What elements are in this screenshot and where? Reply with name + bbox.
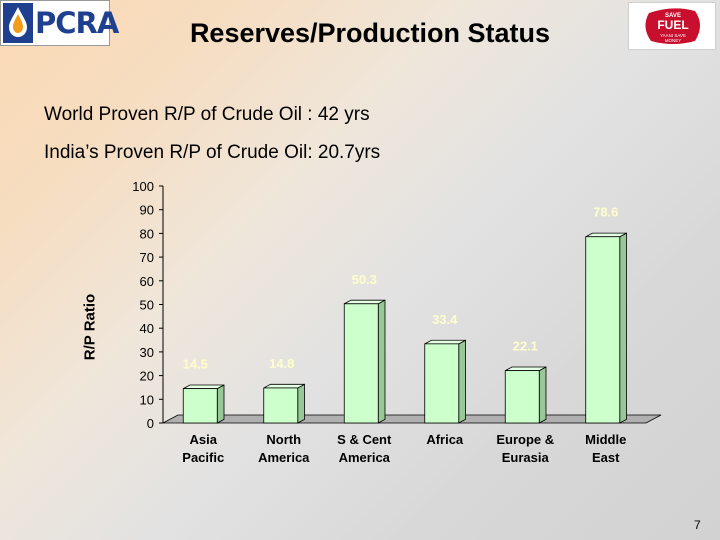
data-label: 14.5 — [183, 357, 208, 372]
bar — [585, 232, 627, 424]
svg-text:YAANI SAVE: YAANI SAVE — [660, 33, 686, 38]
category-label: America — [258, 450, 310, 465]
y-tick-label: 70 — [140, 250, 154, 265]
category-label: S & Cent — [337, 432, 392, 447]
page-number: 7 — [694, 518, 701, 532]
bar — [424, 339, 466, 424]
category-label: East — [592, 450, 620, 465]
category-label: Pacific — [182, 450, 224, 465]
y-tick-label: 60 — [140, 274, 154, 289]
data-label: 33.4 — [432, 312, 458, 327]
bar — [263, 383, 305, 424]
pcra-logo-text: PCRA — [35, 6, 119, 40]
bar — [504, 366, 547, 424]
svg-text:MONEY: MONEY — [665, 38, 682, 43]
y-tick-label: 20 — [140, 369, 154, 384]
y-tick-label: 40 — [140, 321, 154, 336]
category-label: Middle — [585, 432, 626, 447]
y-tick-label: 0 — [147, 416, 154, 431]
data-label: 14.8 — [269, 356, 294, 371]
save-fuel-logo: SAVE FUEL YAANI SAVE MONEY — [628, 2, 716, 50]
y-tick-label: 80 — [140, 226, 154, 241]
category-label: Asia — [190, 432, 218, 447]
oil-drop-icon — [3, 3, 33, 43]
category-label: America — [339, 450, 391, 465]
bar — [343, 299, 386, 424]
y-tick-label: 10 — [140, 392, 154, 407]
category-label: Europe & — [496, 432, 554, 447]
pcra-logo: PCRA — [0, 0, 119, 46]
india-rp-text: India’s Proven R/P of Crude Oil: 20.7yrs — [44, 142, 381, 163]
category-label: Africa — [426, 432, 464, 447]
category-label: North — [266, 432, 301, 447]
data-label: 22.1 — [513, 339, 538, 354]
svg-text:SAVE: SAVE — [665, 13, 681, 19]
world-rp-text: World Proven R/P of Crude Oil : 42 yrs — [44, 104, 370, 125]
svg-text:FUEL: FUEL — [657, 18, 688, 32]
bar — [182, 384, 225, 424]
page-title: Reserves/Production Status — [189, 18, 551, 48]
y-tick-label: 30 — [140, 345, 154, 360]
data-label: 50.3 — [352, 272, 377, 287]
data-label: 78.6 — [593, 205, 618, 220]
category-label: Eurasia — [502, 450, 550, 465]
y-tick-label: 100 — [132, 179, 154, 194]
y-tick-label: 90 — [140, 203, 154, 218]
y-tick-label: 50 — [140, 298, 154, 313]
